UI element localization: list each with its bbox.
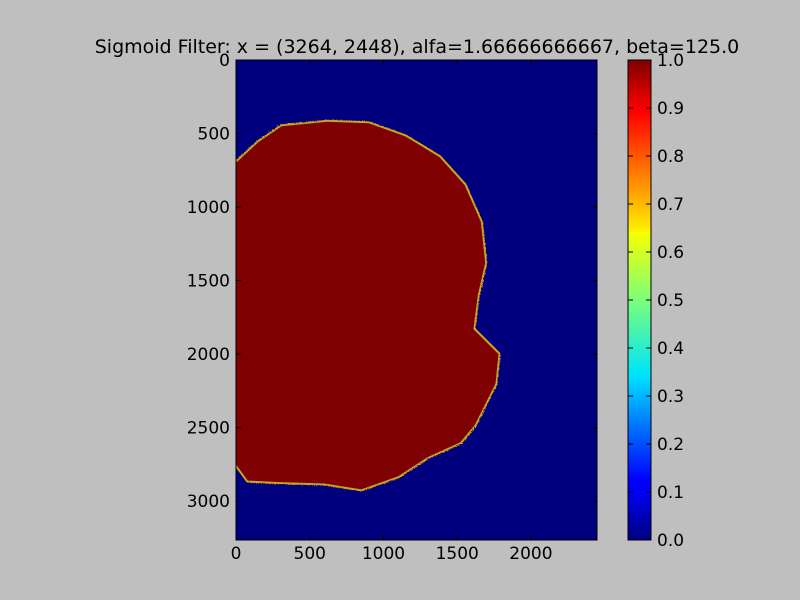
x-tick-label: 1000 <box>362 544 405 564</box>
x-tick-label: 500 <box>294 544 326 564</box>
chart-title: Sigmoid Filter: x = (3264, 2448), alfa=1… <box>95 36 740 58</box>
colorbar-tick-label: 0.7 <box>657 195 684 215</box>
axes-frame <box>235 59 598 541</box>
colorbar-tick-label: 0.3 <box>657 387 684 407</box>
colorbar-tick-label: 0.8 <box>657 147 684 167</box>
colorbar-tick-label: 1.0 <box>657 51 684 71</box>
colorbar-tick-label: 0.4 <box>657 339 684 359</box>
colorbar: 0.0 0.1 0.2 0.3 0.4 0.5 0.6 0.7 0.8 0.9 1.0 <box>627 51 684 551</box>
colorbar-tick-label: 0.2 <box>657 435 684 455</box>
y-tick-label: 2000 <box>187 345 230 365</box>
heatmap-foreground-region <box>236 121 499 490</box>
x-tick-label: 1500 <box>436 544 479 564</box>
colorbar-tick-label: 0.9 <box>657 99 684 119</box>
y-axis: 0 500 1000 1500 2000 2500 3000 <box>187 51 597 512</box>
colorbar-tick-label: 0.5 <box>657 291 684 311</box>
x-tick-label: 0 <box>231 544 242 564</box>
colorbar-tick-label: 0.6 <box>657 243 684 263</box>
y-tick-label: 500 <box>198 125 230 145</box>
colorbar-tick-label: 0.1 <box>657 483 684 503</box>
x-axis: 0 500 1000 1500 2000 <box>231 60 553 564</box>
heatmap-image <box>235 59 598 541</box>
colorbar-tick-label: 0.0 <box>657 531 684 551</box>
colorbar-ticks: 0.0 0.1 0.2 0.3 0.4 0.5 0.6 0.7 0.8 0.9 1.0 <box>628 51 684 551</box>
y-tick-label: 0 <box>219 51 230 71</box>
y-tick-label: 1000 <box>187 198 230 218</box>
y-tick-label: 2500 <box>187 419 230 439</box>
y-tick-label: 3000 <box>187 492 230 512</box>
y-tick-label: 1500 <box>187 272 230 292</box>
x-tick-label: 2000 <box>509 544 552 564</box>
